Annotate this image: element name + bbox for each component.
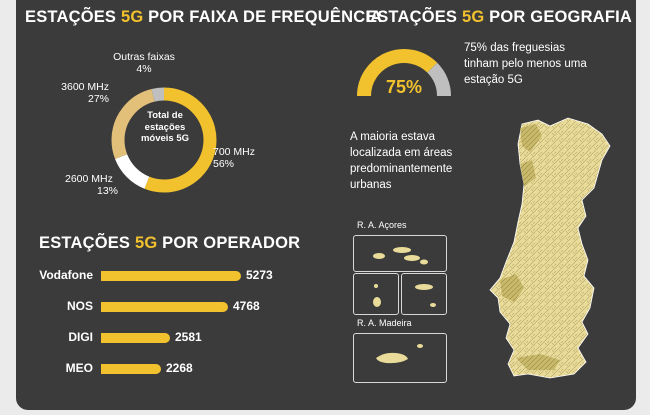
operator-title-post: POR OPERADOR <box>157 234 301 252</box>
azores-west-islands <box>373 284 381 307</box>
portugal-mainland-map <box>489 117 611 379</box>
geography-title-accent: 5G <box>461 8 485 26</box>
operator-label-nos: NOS <box>66 299 93 313</box>
frequency-title: ESTAÇÕES 5G POR FAIXA DE FREQUÊNCIA <box>25 8 382 27</box>
frequency-title-pre: ESTAÇÕES <box>25 8 121 26</box>
operator-bar-vodafone <box>101 271 241 281</box>
donut-center-label: Total de estações móveis 5G <box>140 110 190 144</box>
operator-title: ESTAÇÕES 5G POR OPERADOR <box>39 234 300 253</box>
slice-name-outras: Outras faixas <box>113 51 175 63</box>
azores-inset-east <box>401 273 447 315</box>
parish-coverage-gauge: 75% <box>357 49 451 97</box>
gauge-filled-arc <box>357 49 438 97</box>
geography-title-post: POR GEOGRAFIA <box>484 8 633 26</box>
slice-pct-3600: 27% <box>87 93 109 105</box>
operator-label-digi: DIGI <box>68 330 93 344</box>
frequency-title-post: POR FAIXA DE FREQUÊNCIA <box>143 8 383 26</box>
slice-pct-700: 56% <box>213 158 235 170</box>
madeira-islands <box>376 344 423 364</box>
operator-label-meo: MEO <box>65 361 93 375</box>
azores-central-islands <box>373 247 428 265</box>
operator-value-meo: 2268 <box>166 361 193 375</box>
donut-slice-outras-faixas <box>111 87 217 193</box>
madeira-inset <box>353 333 447 383</box>
infographic-panel: ESTAÇÕES 5G POR FAIXA DE FREQUÊNCIA Tota… <box>16 0 636 410</box>
slice-label-3600: 3600 MHz 27% <box>47 81 109 105</box>
slice-pct-outras: 4% <box>136 63 152 75</box>
frequency-donut-chart <box>111 87 217 193</box>
geography-title: ESTAÇÕES 5G POR GEOGRAFIA <box>366 8 632 27</box>
gauge-note: 75% das freguesias tinham pelo menos uma… <box>464 42 587 86</box>
gauge-remaining-arc <box>427 62 451 97</box>
slice-label-2600: 2600 MHz 13% <box>65 173 118 197</box>
operator-value-nos: 4768 <box>233 299 260 313</box>
operator-bar-meo <box>101 364 161 374</box>
azores-inset-west <box>353 273 399 315</box>
operator-value-vodafone: 5273 <box>246 268 273 282</box>
azores-east-islands <box>415 284 436 307</box>
slice-name-2600: 2600 MHz <box>65 173 113 185</box>
operator-bar-digi <box>101 333 170 343</box>
operator-title-accent: 5G <box>134 234 158 252</box>
slice-name-700: 700 MHz <box>213 146 256 158</box>
madeira-label: R. A. Madeira <box>357 318 412 328</box>
operator-title-pre: ESTAÇÕES <box>39 234 135 252</box>
gauge-value-label: 75% <box>386 77 422 97</box>
operator-value-digi: 2581 <box>175 330 202 344</box>
operator-label-vodafone: Vodafone <box>39 268 93 282</box>
slice-name-3600: 3600 MHz <box>61 81 109 93</box>
slice-label-outras: Outras faixas 4% <box>74 51 214 75</box>
geography-title-pre: ESTAÇÕES <box>366 8 462 26</box>
donut-slice-3600-mhz <box>111 87 217 193</box>
frequency-title-accent: 5G <box>120 8 144 26</box>
azores-label: R. A. Açores <box>357 220 407 230</box>
slice-label-700: 700 MHz 56% <box>213 146 255 170</box>
operator-bar-nos <box>101 302 228 312</box>
slice-pct-2600: 13% <box>97 185 119 197</box>
urban-note: A maioria estava localizada em áreas pre… <box>350 131 453 191</box>
azores-inset-central <box>353 235 447 272</box>
